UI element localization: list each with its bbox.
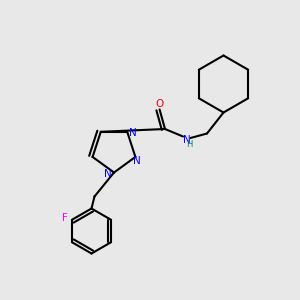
Text: H: H [186,140,193,149]
Text: N: N [103,169,111,179]
Text: N: N [133,157,141,166]
Text: N: N [129,128,137,138]
Text: F: F [62,213,68,223]
Text: N: N [183,134,191,145]
Text: O: O [155,99,164,109]
